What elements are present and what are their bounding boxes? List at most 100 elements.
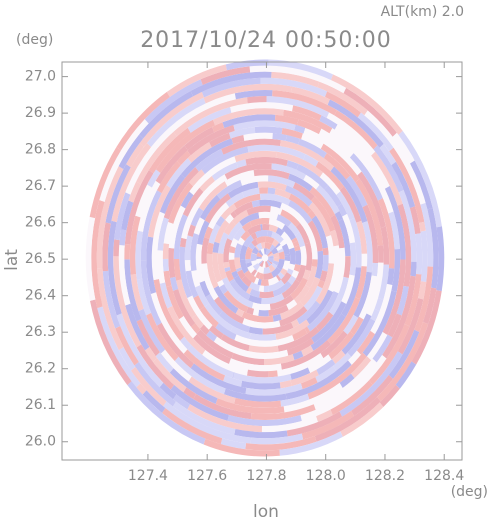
radar-segment: [189, 156, 237, 196]
radar-segment: [267, 276, 280, 286]
x-tick-label: 128.2: [365, 468, 405, 484]
radar-segment: [377, 198, 395, 269]
radar-segment: [253, 169, 290, 180]
radar-segment: [234, 397, 282, 408]
radar-segment: [208, 223, 221, 244]
radar-segment: [272, 313, 282, 322]
radar-segment: [185, 270, 199, 299]
radar-segment: [292, 328, 308, 341]
radar-segment: [116, 313, 164, 388]
radar-segment: [217, 253, 228, 280]
radar-segment: [248, 294, 262, 305]
radar-segment: [307, 290, 339, 332]
radar-segment: [199, 280, 211, 298]
radar-segment: [174, 356, 226, 395]
radar-segment: [320, 143, 360, 183]
radar-segment: [239, 212, 260, 227]
radar-segment: [118, 347, 136, 371]
radar-segment: [294, 231, 306, 248]
radar-segment: [415, 233, 423, 275]
radar-segment: [277, 271, 285, 280]
radar-segment: [382, 275, 416, 359]
radar-segment: [272, 132, 287, 141]
chart-title: 2017/10/24 00:50:00: [140, 28, 392, 53]
radar-segment: [291, 319, 300, 328]
radar-segment: [247, 224, 262, 236]
radar-segment: [300, 377, 318, 390]
radar-segment: [279, 431, 343, 456]
radar-segment: [256, 242, 263, 251]
radar-segment: [328, 252, 340, 293]
radar-segment: [295, 222, 311, 245]
radar-segment: [328, 331, 355, 360]
radar-segment: [241, 221, 253, 232]
radar-segment: [163, 401, 252, 444]
radar-segment: [278, 251, 285, 260]
radar-segment: [217, 279, 225, 288]
radar-segment: [227, 181, 259, 199]
radar-segment: [180, 191, 194, 209]
radar-segment: [374, 298, 384, 312]
radar-segment: [300, 276, 321, 307]
radar-segment: [280, 202, 299, 218]
radar-segment: [319, 115, 338, 130]
radar-segment: [148, 127, 191, 174]
radar-segment: [205, 293, 223, 316]
radar-segment: [259, 260, 265, 268]
radar-segment: [380, 226, 390, 265]
radar-segment: [230, 102, 294, 113]
radar-segment: [245, 248, 253, 260]
radar-segment: [247, 144, 306, 160]
radar-segment: [247, 264, 255, 274]
radar-segment: [285, 360, 352, 400]
radar-segment: [251, 302, 271, 311]
radar-segment: [337, 203, 348, 217]
radar-segment: [279, 301, 304, 320]
radar-segment: [261, 416, 318, 433]
radar-segment: [316, 409, 333, 422]
radar-segment: [118, 134, 144, 170]
radar-segment: [124, 169, 154, 245]
radar-segment: [191, 270, 201, 288]
radar-segment: [320, 330, 348, 359]
radar-segment: [199, 324, 210, 336]
radar-segment: [384, 185, 406, 260]
radar-segment: [234, 334, 276, 347]
radar-segment: [102, 222, 111, 272]
radar-segment: [418, 281, 427, 300]
radar-segment: [346, 354, 387, 398]
radar-segment: [366, 262, 384, 317]
radar-segment: [236, 348, 289, 360]
radar-segment: [160, 349, 192, 382]
radar-segment: [280, 339, 331, 370]
radar-segment: [316, 359, 336, 376]
radar-segment: [330, 214, 345, 249]
radar-segment: [176, 279, 197, 319]
radar-segment: [347, 350, 361, 365]
radar-segment: [342, 213, 356, 244]
radar-segment: [297, 119, 322, 135]
radar-segment: [124, 243, 131, 260]
radar-segment: [137, 180, 161, 232]
radar-segment: [239, 259, 249, 274]
radar-segment: [206, 181, 228, 202]
radar-segment: [281, 243, 290, 255]
radar-segment: [195, 149, 224, 172]
radar-segment: [330, 229, 339, 247]
radar-segment: [319, 172, 341, 195]
radar-segment: [273, 252, 280, 258]
radar-segment: [187, 141, 212, 163]
radar-segment: [223, 220, 236, 236]
radar-segment: [245, 156, 288, 167]
radar-segment: [267, 187, 276, 195]
radar-segment: [97, 268, 124, 351]
radar-segment: [251, 199, 260, 208]
radar-segment: [128, 181, 142, 203]
radar-segment: [245, 286, 252, 295]
radar-segment: [367, 331, 388, 361]
y-unit: (deg): [16, 32, 53, 48]
radar-segment: [119, 229, 127, 246]
radar-segment: [260, 242, 266, 249]
radar-segment: [271, 262, 278, 269]
radar-segment: [358, 275, 378, 320]
